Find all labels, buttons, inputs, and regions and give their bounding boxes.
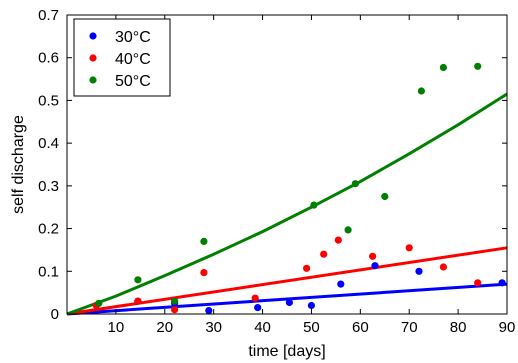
- y-tick-label: 0.3: [38, 178, 59, 195]
- x-axis-label: time [days]: [248, 343, 325, 360]
- data-point-series-1: [415, 267, 423, 275]
- data-point-series-3: [351, 180, 359, 188]
- data-point-series-2: [320, 250, 328, 258]
- data-point-series-1: [371, 262, 379, 270]
- legend-marker: [89, 32, 97, 40]
- data-point-series-2: [134, 297, 142, 305]
- fit-line-3: [66, 92, 508, 316]
- data-point-series-3: [200, 237, 208, 245]
- data-point-series-1: [254, 304, 262, 312]
- legend-label: 50°C: [115, 73, 151, 90]
- y-tick-label: 0.7: [38, 7, 59, 24]
- data-point-series-2: [251, 294, 259, 302]
- x-tick-label: 60: [352, 319, 369, 336]
- legend: 30°C 40°C 50°C: [73, 18, 171, 97]
- x-tick-label: 40: [254, 319, 271, 336]
- data-point-series-3: [95, 299, 103, 307]
- y-tick-labels: 0 0.1 0.2 0.3 0.4 0.5 0.6 0.7: [38, 7, 59, 323]
- legend-marker: [89, 54, 97, 62]
- x-tick-label: 30: [205, 319, 222, 336]
- data-point-series-1: [285, 298, 293, 307]
- x-tick-label: 50: [303, 319, 320, 336]
- y-tick-label: 0: [51, 306, 59, 323]
- data-point-series-2: [474, 279, 482, 287]
- y-tick-label: 0.2: [38, 221, 59, 238]
- fit-line-1: [66, 282, 508, 316]
- data-point-series-2: [405, 244, 413, 252]
- data-point-series-1: [337, 280, 345, 288]
- y-tick-label: 0.4: [38, 135, 59, 152]
- y-axis-label: self discharge: [10, 115, 27, 214]
- data-point-series-2: [303, 264, 311, 272]
- data-point-series-2: [369, 252, 377, 260]
- data-point-series-3: [381, 192, 389, 201]
- data-point-series-3: [344, 226, 352, 234]
- y-tick-label: 0.1: [38, 263, 59, 280]
- data-point-series-1: [498, 279, 506, 287]
- data-point-series-1: [205, 307, 213, 315]
- x-tick-labels: 10 20 30 40 50 60 70 80 90: [108, 319, 516, 336]
- y-tick-label: 0.5: [38, 92, 59, 109]
- x-tick-label: 80: [450, 319, 467, 336]
- data-point-series-3: [474, 62, 482, 70]
- data-points: [92, 62, 506, 315]
- data-point-series-3: [417, 87, 425, 95]
- x-tick-label: 10: [108, 319, 125, 336]
- x-tick-label: 20: [156, 319, 173, 336]
- legend-label: 30°C: [115, 29, 151, 46]
- data-point-series-3: [439, 63, 447, 72]
- data-point-series-2: [439, 263, 447, 271]
- plot-frame: [66, 14, 508, 315]
- axis-ticks: [67, 14, 508, 315]
- x-tick-label: 70: [401, 319, 418, 336]
- data-point-series-2: [200, 269, 208, 277]
- y-tick-label: 0.6: [38, 50, 59, 67]
- legend-marker: [89, 76, 97, 84]
- legend-label: 40°C: [115, 51, 151, 68]
- data-point-series-3: [171, 297, 179, 305]
- x-tick-label: 90: [499, 319, 516, 336]
- data-point-series-1: [307, 301, 315, 310]
- data-point-series-3: [134, 276, 142, 284]
- data-point-series-2: [334, 236, 342, 244]
- data-point-series-3: [310, 201, 318, 209]
- data-point-series-2: [171, 306, 179, 314]
